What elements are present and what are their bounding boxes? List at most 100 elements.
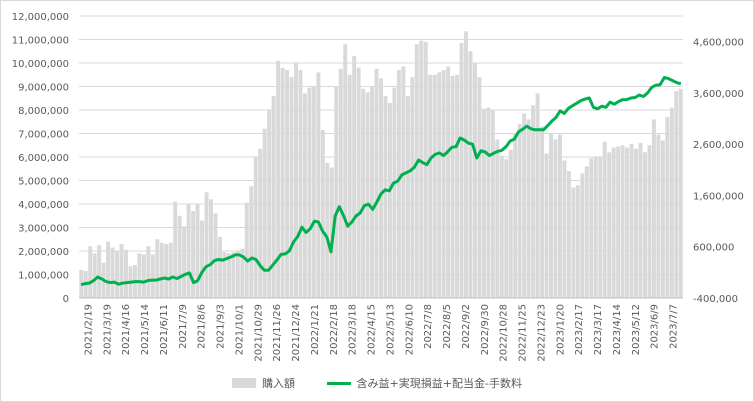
x-tick-label: 2022/1/21 (310, 304, 321, 355)
bar (432, 74, 437, 298)
x-tick-label: 2021/8/6 (197, 304, 208, 349)
left-tick-label: 10,000,000 (12, 59, 69, 70)
bar (513, 133, 518, 298)
x-tick-label: 2023/5/12 (631, 304, 642, 355)
bar (616, 146, 621, 298)
x-tick-label: 2021/3/19 (102, 304, 113, 355)
bar (146, 246, 151, 298)
bar (164, 243, 169, 298)
bar (173, 201, 178, 298)
x-tick-label: 2021/5/14 (140, 304, 151, 355)
x-tick-label: 2023/2/17 (574, 304, 585, 355)
bar (182, 226, 187, 298)
x-tick-label: 2021/7/9 (178, 304, 189, 349)
left-tick-label: 5,000,000 (18, 177, 69, 188)
bar (253, 157, 258, 298)
x-tick-label: 2021/6/11 (159, 304, 170, 355)
bar (477, 77, 482, 298)
bar (678, 88, 683, 298)
x-tick-label: 2022/4/15 (367, 304, 378, 355)
bar (159, 242, 164, 298)
bar (544, 153, 549, 298)
bar (298, 70, 303, 298)
bar (262, 128, 267, 298)
legend-item-bars: 購入額 (232, 375, 295, 391)
bar (186, 204, 191, 298)
bar (656, 134, 661, 298)
bar (414, 44, 419, 299)
left-tick-label: 2,000,000 (18, 247, 69, 258)
left-tick-label: 6,000,000 (18, 153, 69, 164)
bar (607, 152, 612, 298)
x-tick-label: 2022/9/2 (461, 304, 472, 349)
bar (365, 92, 370, 298)
x-tick-label: 2022/3/18 (348, 304, 359, 355)
bar-series (79, 31, 683, 299)
right-tick-label: 4,600,000 (693, 38, 744, 49)
bar (352, 55, 357, 299)
bar (455, 74, 460, 298)
bar (311, 86, 316, 298)
bar (325, 162, 330, 298)
bar (464, 31, 468, 299)
bar (289, 77, 294, 298)
bar (307, 87, 312, 298)
bar (124, 249, 128, 298)
x-tick-label: 2022/5/13 (385, 304, 396, 355)
bar (249, 186, 254, 298)
bar (119, 243, 124, 298)
legend-label-bars: 購入額 (262, 377, 296, 390)
bar (294, 63, 298, 298)
legend-label-line: 含み益+実現損益+配当金-手数料 (356, 377, 522, 390)
left-tick-label: 8,000,000 (18, 106, 69, 117)
bar (629, 144, 634, 298)
x-tick-label: 2022/8/5 (442, 304, 453, 349)
bar (401, 66, 406, 299)
bar (338, 68, 343, 298)
bar (540, 126, 545, 298)
bar (468, 51, 473, 298)
bar (553, 139, 558, 298)
bar (302, 93, 307, 298)
bar (517, 124, 522, 298)
left-tick-label: 3,000,000 (18, 224, 69, 235)
bar (347, 74, 352, 298)
bar (177, 215, 182, 298)
bar (504, 159, 509, 298)
bar (155, 239, 160, 298)
x-tick-label: 2021/10/29 (253, 304, 264, 362)
x-tick-label: 2022/6/10 (404, 304, 415, 355)
bar (383, 95, 388, 299)
x-tick-label: 2023/6/9 (650, 304, 661, 349)
bar (549, 133, 553, 298)
bar (356, 67, 361, 298)
bar (280, 67, 285, 298)
bar (97, 245, 102, 298)
bar (571, 187, 576, 298)
x-tick-label: 2021/12/24 (291, 304, 302, 362)
bar (531, 105, 536, 298)
bar (669, 107, 674, 299)
bar (235, 251, 240, 298)
x-tick-label: 2022/2/18 (329, 304, 340, 355)
bar (562, 160, 567, 298)
x-tick-label: 2023/1/20 (555, 304, 566, 355)
bar (240, 248, 245, 298)
bar (217, 236, 222, 298)
legend-swatch-bars (232, 378, 257, 388)
legend-swatch-line (326, 381, 351, 385)
bar (660, 140, 665, 298)
bar (387, 102, 392, 298)
bar (405, 95, 410, 299)
bar (226, 253, 231, 298)
bar (490, 110, 495, 298)
x-tick-label: 2021/10/1 (234, 304, 245, 355)
bar (566, 171, 571, 298)
x-tick-label: 2022/7/8 (423, 304, 434, 349)
bar (584, 166, 589, 298)
bar (481, 108, 486, 298)
left-tick-label: 11,000,000 (12, 36, 69, 47)
bar (410, 77, 415, 298)
bar (115, 251, 119, 298)
